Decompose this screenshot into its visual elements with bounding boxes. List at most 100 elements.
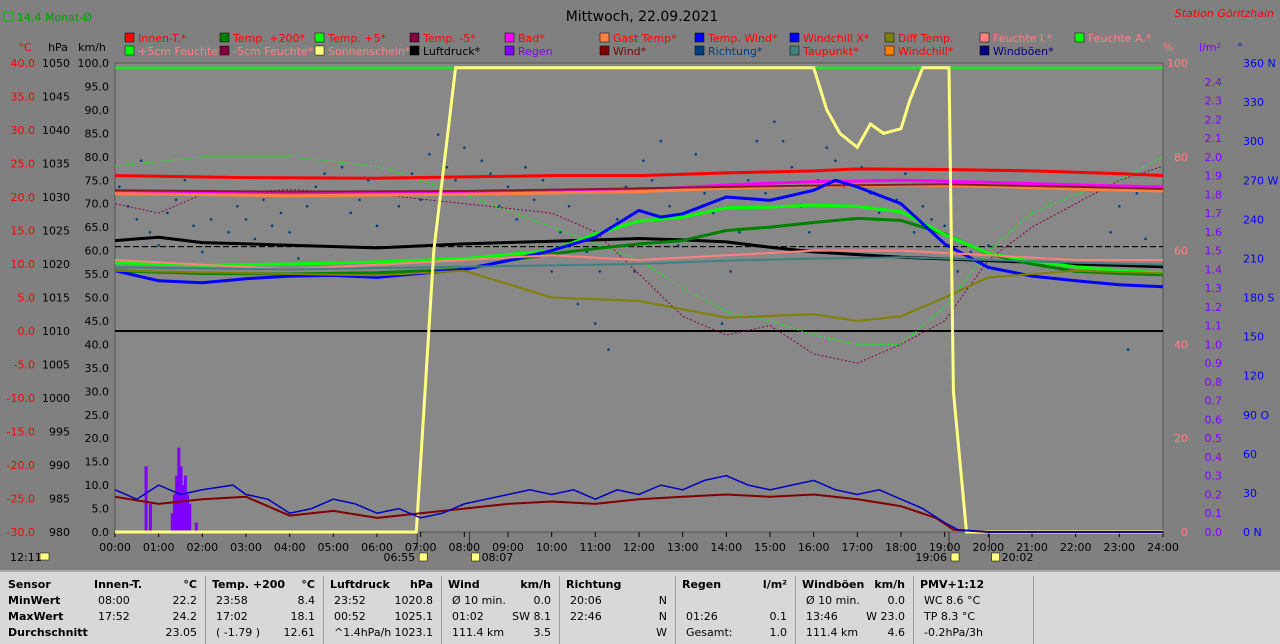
- direction-point: [912, 231, 916, 234]
- legend-swatch: [1074, 32, 1085, 43]
- direction-point: [790, 165, 794, 169]
- series-line-innen-t-: [114, 167, 1164, 180]
- right-axis-dir-tick: 360 N: [1243, 57, 1276, 70]
- direction-point: [834, 159, 837, 163]
- left-axis-unit: hPa: [48, 41, 68, 54]
- stat-header: Regen: [682, 578, 722, 591]
- rain-bar: [181, 485, 185, 532]
- left-axis-tick: 1050: [42, 57, 70, 70]
- legend-swatch: [694, 45, 705, 56]
- legend-label: Luftdruck*: [423, 45, 481, 58]
- legend-label: Temp. -5*: [422, 32, 476, 45]
- direction-point: [825, 146, 829, 149]
- left-axis-tick: 45.0: [85, 315, 110, 328]
- x-tick-label: 10:00: [536, 541, 568, 554]
- direction-point: [550, 270, 553, 273]
- rain-bar: [186, 494, 190, 532]
- left-axis-tick: 1045: [42, 91, 70, 104]
- direction-point: [1135, 191, 1139, 195]
- legend-label: Richtung*: [708, 45, 763, 58]
- x-tick-label: 23:00: [1103, 541, 1135, 554]
- left-axis-tick: 1010: [42, 325, 70, 338]
- direction-point: [157, 244, 160, 247]
- monat-label: 14.4 Monat-Ø: [17, 11, 92, 24]
- direction-point: [323, 172, 326, 176]
- legend-label: Temp. +5*: [327, 32, 387, 45]
- right-axis-rain-tick: 1.6: [1205, 226, 1223, 239]
- right-axis-rain-tick: 1.4: [1205, 263, 1223, 276]
- direction-point: [541, 178, 545, 182]
- direction-point: [738, 231, 741, 234]
- stat-cell-left: 00:52: [334, 610, 366, 623]
- rain-bar: [188, 503, 192, 532]
- direction-point: [1118, 205, 1121, 208]
- direction-point: [148, 231, 152, 234]
- stat-cell-left: Ø 10 min.: [806, 594, 860, 607]
- right-axis-unit: l/m²: [1199, 41, 1221, 54]
- stat-cell-left: TP 8.3 °C: [924, 610, 976, 623]
- row-label-sensor: Sensor: [8, 578, 51, 591]
- stat-cell-right: 1025.1: [394, 610, 434, 623]
- series-line-feuchte-i-: [114, 249, 1163, 271]
- stat-cell-left: 01:02: [452, 610, 484, 623]
- legend-label: +5cm Feuchte*: [138, 45, 224, 58]
- sun-mark-label: 20:02: [1002, 551, 1034, 564]
- direction-point: [244, 218, 248, 221]
- legend-swatch: [694, 32, 705, 43]
- direction-point: [349, 211, 353, 215]
- corner-time: 12:11: [10, 551, 42, 564]
- monat-checkbox[interactable]: [3, 11, 14, 22]
- left-axis-tick: 995: [49, 426, 70, 439]
- series-line-taupunkt-: [114, 256, 1164, 271]
- x-tick-label: 17:00: [841, 541, 873, 554]
- stat-cell-left: 01:26: [686, 610, 718, 623]
- left-axis-unit: km/h: [78, 41, 106, 54]
- x-tick-label: 18:00: [885, 541, 917, 554]
- direction-point: [969, 250, 973, 254]
- direction-point: [314, 185, 318, 189]
- direction-point: [659, 139, 663, 143]
- direction-point: [930, 218, 933, 221]
- right-axis-rain-tick: 0.4: [1205, 451, 1223, 464]
- stat-cell-left: 13:46: [806, 610, 838, 623]
- legend-label: Regen: [518, 45, 553, 58]
- series-line-gast-temp-: [114, 183, 1164, 198]
- x-tick-label: 04:00: [274, 541, 306, 554]
- right-axis-rain-tick: 0.9: [1205, 357, 1223, 370]
- statistics-panel: Sensor MinWert MaxWert Durchschnitt Inne…: [0, 570, 1280, 644]
- legend-swatch: [124, 32, 135, 43]
- direction-point: [375, 224, 379, 228]
- direction-point: [524, 165, 527, 169]
- left-axis-tick: -15.0: [7, 426, 35, 439]
- left-axis-tick: 25.0: [11, 158, 36, 171]
- stat-cell-right: 1020.8: [394, 594, 434, 607]
- stat-cell-left: WC 8.6 °C: [924, 594, 981, 607]
- legend-label: Innen-T.*: [138, 32, 187, 45]
- stat-cell-right: 18.1: [290, 610, 316, 623]
- direction-point: [192, 224, 195, 228]
- legend-label: Taupunkt*: [802, 45, 859, 58]
- legend-label: Diff Temp.: [898, 32, 953, 45]
- legend-swatch: [409, 45, 420, 56]
- stat-header: Innen-T.: [94, 578, 143, 591]
- stat-cell-left: 22:46: [570, 610, 602, 623]
- x-tick-label: 02:00: [186, 541, 218, 554]
- legend-label: Feuchte I.*: [993, 32, 1053, 45]
- direction-point: [668, 205, 671, 208]
- sun-mark-icon: [950, 552, 960, 562]
- rain-bar: [144, 466, 148, 532]
- stat-cell-left: 20:06: [570, 594, 602, 607]
- stat-cell-right: N: [658, 594, 667, 607]
- sun-mark-icon: [418, 552, 428, 562]
- legend-label: Bad*: [518, 32, 545, 45]
- legend-swatch: [504, 32, 515, 43]
- rain-bar: [148, 503, 152, 532]
- right-axis-pct-tick: 40: [1174, 338, 1188, 351]
- stat-cell-left: 23:52: [334, 594, 366, 607]
- direction-point: [340, 165, 344, 169]
- legend-layer: Innen-T.* Temp. +200* Temp. +5* Temp. -5* Ba…: [124, 32, 1152, 58]
- direction-point: [305, 205, 309, 208]
- x-tick-label: 08:00: [448, 541, 480, 554]
- legend-swatch: [124, 45, 135, 56]
- stat-cell-right: N: [658, 610, 667, 623]
